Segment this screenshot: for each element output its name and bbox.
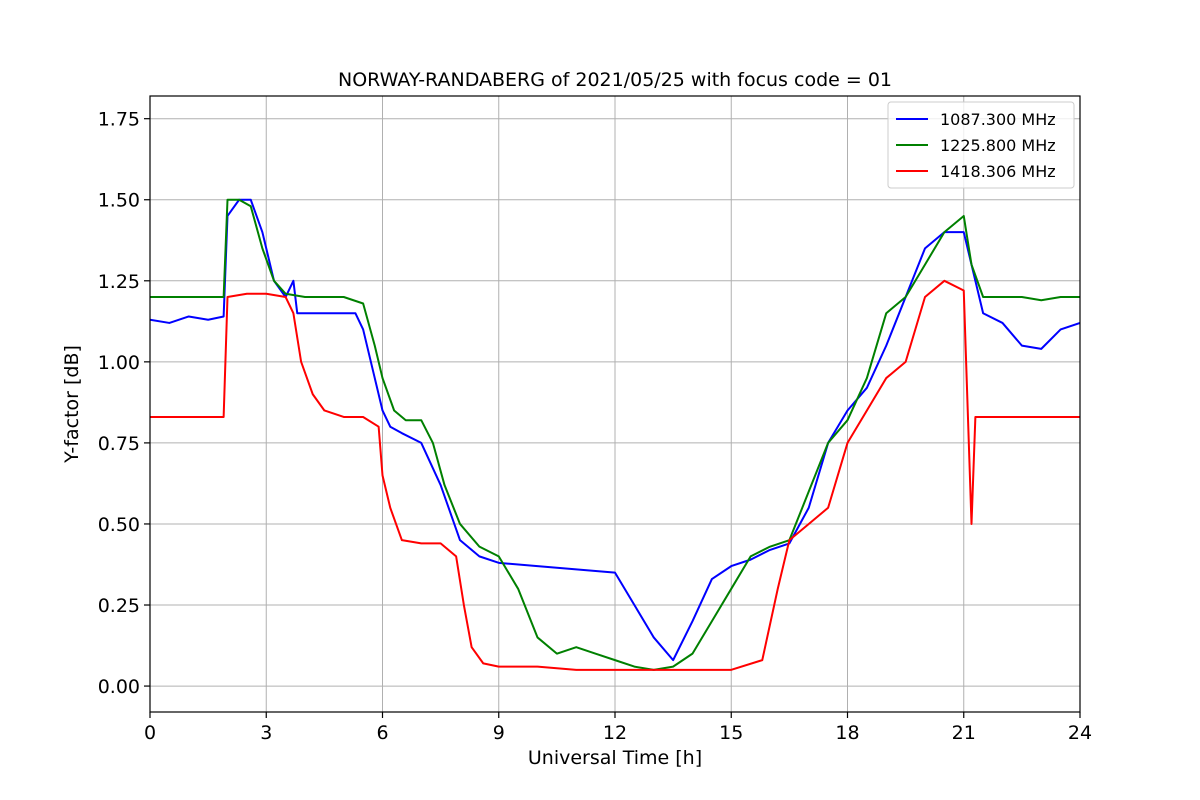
series-line-2 bbox=[150, 279, 1080, 671]
y-tick-label: 1.50 bbox=[98, 190, 140, 212]
grid bbox=[149, 96, 1081, 712]
y-tick-label: 0.50 bbox=[98, 514, 140, 536]
chart-title: NORWAY-RANDABERG of 2021/05/25 with focu… bbox=[338, 69, 892, 91]
x-tick-label: 3 bbox=[260, 722, 272, 744]
x-tick-label: 0 bbox=[144, 722, 156, 744]
y-tick-label: 0.25 bbox=[98, 595, 140, 617]
y-tick-label: 1.00 bbox=[98, 352, 140, 374]
x-tick-label: 15 bbox=[719, 722, 743, 744]
x-axis-label: Universal Time [h] bbox=[528, 747, 702, 769]
x-tick-label: 24 bbox=[1068, 722, 1092, 744]
legend-label: 1087.300 MHz bbox=[940, 110, 1056, 129]
axis-ticks: 0 3 6 9 12 15 18 21 24 0.00 0.25 0.50 0.75 1.00 1.25 1.… bbox=[98, 109, 1092, 744]
x-tick-label: 18 bbox=[835, 722, 859, 744]
x-tick-label: 12 bbox=[603, 722, 627, 744]
legend-box bbox=[887, 101, 1075, 189]
series-line-1 bbox=[150, 198, 1080, 671]
y-tick-label: 1.75 bbox=[98, 109, 140, 131]
series-layer bbox=[150, 198, 1080, 671]
legend: 1087.300 MHz 1225.800 MHz 1418.306 MHz bbox=[887, 101, 1075, 189]
y-tick-label: 1.25 bbox=[98, 271, 140, 293]
y-tick-label: 0.00 bbox=[98, 676, 140, 698]
x-tick-label: 21 bbox=[952, 722, 976, 744]
legend-label: 1418.306 MHz bbox=[940, 162, 1056, 181]
x-tick-label: 9 bbox=[493, 722, 505, 744]
legend-label: 1225.800 MHz bbox=[940, 136, 1056, 155]
y-tick-label: 0.75 bbox=[98, 433, 140, 455]
y-axis-label: Y-factor [dB] bbox=[61, 345, 83, 464]
x-tick-label: 6 bbox=[376, 722, 388, 744]
